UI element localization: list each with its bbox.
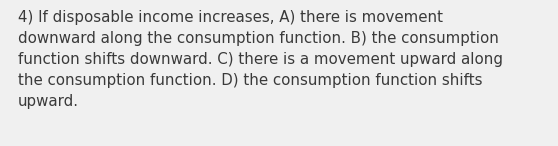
Text: 4) If disposable income increases, A) there is movement
downward along the consu: 4) If disposable income increases, A) th…	[18, 10, 503, 109]
